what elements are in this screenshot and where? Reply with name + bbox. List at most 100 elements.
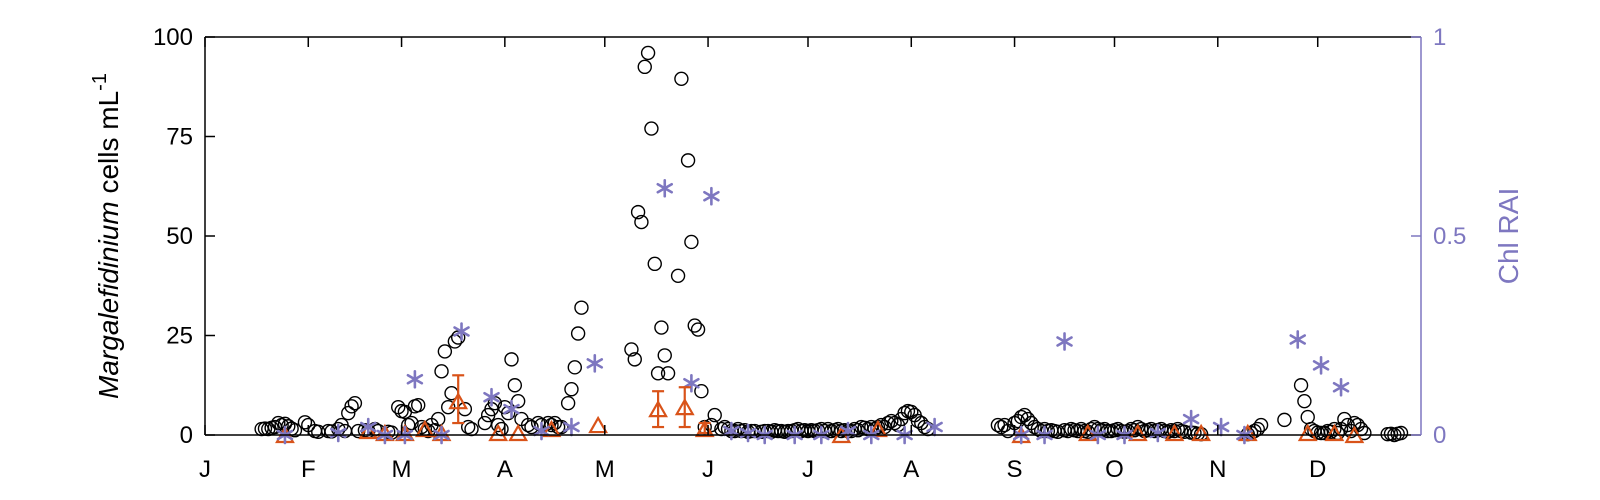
cell-count-point [567,360,582,375]
chl-rai-point [1332,377,1350,397]
cell-count-point [660,366,676,381]
x-tick-label: J [199,456,211,483]
x-tick-label: F [301,456,316,483]
cell-count-point [341,405,356,421]
chl-rai-point [563,417,580,437]
cell-count-point [411,397,426,413]
cell-count-point [460,419,476,435]
cell-count-point [694,384,709,399]
y-left-tick-label: 100 [153,24,193,51]
cell-count-point [897,405,912,421]
cell-count-point [917,419,932,435]
chl-rai-point [406,369,424,389]
x-tick-label: O [1105,456,1124,483]
error-bar [452,374,465,425]
plot-marks [254,45,1409,445]
cell-count-point [344,399,359,414]
cell-count-point [634,214,649,230]
triangle-point [508,423,529,442]
chl-rai-point [1312,356,1330,375]
cell-count-point [271,415,286,431]
cell-count-point [507,378,523,393]
triangle-point [1297,423,1318,442]
cell-count-point [707,407,722,423]
cell-count-point [574,300,589,315]
x-tick-label: A [903,456,919,483]
cell-count-point [624,342,639,357]
cell-count-point [1277,412,1292,428]
chl-rai-point [1212,417,1230,437]
chl-rai-point [586,354,604,373]
cell-count-point [1253,417,1269,433]
chl-rai-point [1182,409,1200,429]
cell-count-point [434,364,449,379]
chl-rai-point [453,322,470,341]
x-tick-label: S [1007,456,1023,483]
x-tick-label: J [702,456,714,483]
cell-count-point [654,320,669,335]
triangle-point [1191,423,1212,442]
chl-rai-point [1056,332,1073,351]
cell-count-point [297,415,313,430]
cell-count-point [647,256,662,272]
cell-count-point [627,352,642,367]
cell-count-point [560,395,576,411]
cell-count-point [564,382,579,397]
cell-count-point [477,415,493,431]
chl-rai-point [926,417,943,437]
axes [204,36,1422,436]
triangle-point [358,421,379,440]
chl-rai-point [703,186,720,206]
cell-count-point [680,153,696,168]
cell-count-point [1300,409,1315,425]
error-bar [652,390,665,429]
cell-count-point [1393,425,1409,441]
y-right-tick-label: 0.5 [1433,223,1466,250]
triangle-point [1164,423,1185,442]
cell-count-point [684,234,699,250]
cell-count-point [1297,393,1312,409]
x-tick-label: M [595,456,615,483]
chl-rai-point [1289,330,1306,349]
x-tick-label: D [1309,456,1326,483]
cell-count-point [544,417,559,433]
cell-count-point [844,423,859,439]
chl-rai-point [683,373,700,393]
cell-count-point [640,45,656,61]
y-axis-label-right: Chl RAI [1493,188,1524,284]
x-tick-label: J [802,456,814,483]
cell-count-point [1313,425,1329,441]
cell-count-point [447,334,463,349]
cell-count-point [504,352,519,367]
cell-count-point [437,344,453,359]
y-axis-label-sup: -1 [89,73,111,91]
cell-count-point [690,322,706,337]
triangle-point [488,423,509,442]
y-left-tick-label: 25 [166,323,193,350]
y-left-tick-label: 50 [166,223,193,250]
chl-rai-point [533,421,550,441]
error-bar [678,386,691,429]
cell-count-point [347,395,363,411]
cell-count-point [464,421,479,437]
cell-count-point [431,411,446,427]
cell-count-point [670,268,686,283]
cell-count-point [650,366,666,381]
triangle-point [1324,423,1345,442]
y-axis-label-left: Margalefidinium cells mL-1 [89,73,124,399]
triangle-point [1127,423,1148,442]
triangle-point [414,419,435,438]
cell-count-point [880,415,896,431]
chl-rai-point [839,421,857,441]
y-left-tick-label: 75 [166,124,193,151]
y-right-tick-label: 1 [1433,24,1446,51]
chl-rai-point [503,399,520,419]
y-axis-label-units: cells mL [93,91,124,201]
cell-count-point [687,318,702,333]
chl-rai-point [483,387,500,407]
chl-rai-point [656,178,674,198]
chl-rai-point [359,417,377,437]
cell-count-point [674,71,689,86]
cell-count-point [644,121,659,136]
